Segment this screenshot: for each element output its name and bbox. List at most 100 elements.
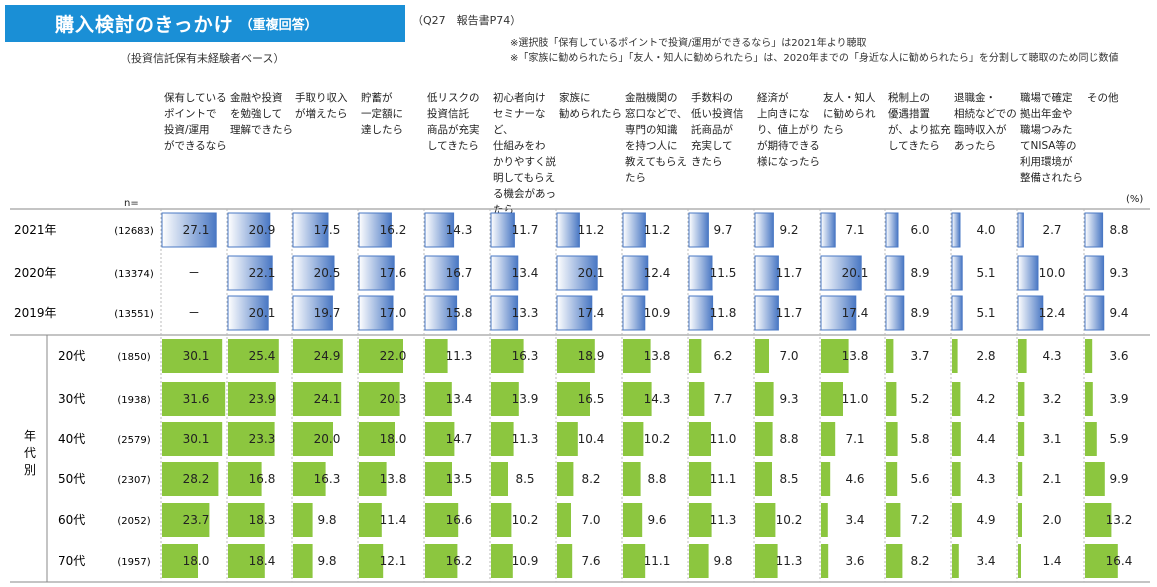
data-label: 31.6 <box>183 392 210 406</box>
data-label: 9.8 <box>317 513 336 527</box>
bar <box>359 382 400 416</box>
row-label: 2019年 <box>14 306 57 320</box>
row-label: 20代 <box>58 349 85 363</box>
data-label: 25.4 <box>249 349 276 363</box>
row-n: (2307) <box>117 475 150 486</box>
missing-cell: － <box>188 306 200 320</box>
bar <box>425 544 458 578</box>
data-label: 10.4 <box>578 432 605 446</box>
group-label-char: 別 <box>24 463 36 477</box>
column-header: 税制上の 優遇措置 が、より拡充 してきたら <box>888 92 951 152</box>
bar <box>359 422 395 456</box>
data-label: 17.0 <box>380 306 407 320</box>
bar <box>293 462 326 496</box>
data-label: 4.0 <box>976 223 995 237</box>
bar <box>228 462 262 496</box>
bar <box>293 382 342 416</box>
data-label: 2.0 <box>1042 513 1061 527</box>
data-label: 18.3 <box>249 513 276 527</box>
bar <box>623 544 646 578</box>
data-label: 5.1 <box>976 266 995 280</box>
bar <box>162 544 198 578</box>
data-label: 23.9 <box>249 392 276 406</box>
data-label: 13.9 <box>512 392 539 406</box>
data-label: 12.4 <box>644 266 671 280</box>
bar <box>821 462 831 496</box>
bar <box>1085 422 1097 456</box>
data-label: 24.9 <box>314 349 341 363</box>
bar <box>424 212 455 248</box>
column-header: 友人・知人 に勧められ たら <box>823 92 876 136</box>
data-label: 14.3 <box>644 392 671 406</box>
bar <box>886 339 894 373</box>
bar <box>359 503 382 537</box>
data-label: 30.1 <box>183 432 210 446</box>
bar <box>689 339 702 373</box>
data-label: 11.4 <box>380 513 407 527</box>
missing-cell: － <box>188 266 200 280</box>
bar <box>622 212 646 248</box>
data-label: 4.6 <box>845 472 864 486</box>
data-label: 11.2 <box>644 223 671 237</box>
bar <box>754 255 779 291</box>
bar <box>162 422 223 456</box>
data-label: 9.3 <box>779 392 798 406</box>
bar <box>755 339 769 373</box>
data-label: 8.5 <box>515 472 534 486</box>
bar <box>162 382 226 416</box>
bar <box>952 422 961 456</box>
data-label: 2.7 <box>1042 223 1061 237</box>
data-label: 10.0 <box>1039 266 1066 280</box>
bar <box>623 503 643 537</box>
data-label: 3.7 <box>910 349 929 363</box>
bar <box>1084 295 1105 331</box>
data-label: 7.1 <box>845 223 864 237</box>
data-label: 1.4 <box>1042 554 1061 568</box>
unit-label: (%) <box>1126 194 1144 205</box>
data-label: 13.2 <box>1106 513 1133 527</box>
data-label: 6.0 <box>910 223 929 237</box>
bar <box>293 422 333 456</box>
bar <box>359 339 403 373</box>
bar <box>292 255 335 291</box>
bar <box>293 503 313 537</box>
bar <box>1084 212 1104 248</box>
bar <box>491 382 519 416</box>
bar <box>161 212 217 248</box>
data-label: 3.2 <box>1042 392 1061 406</box>
bar <box>228 422 275 456</box>
bar <box>886 544 903 578</box>
row-n: (2579) <box>117 435 150 446</box>
data-label: 20.0 <box>314 432 341 446</box>
data-label: 8.8 <box>1109 223 1128 237</box>
row-n: (2052) <box>117 516 150 527</box>
bar <box>820 212 836 248</box>
bar <box>424 255 459 291</box>
data-label: 9.4 <box>1109 306 1128 320</box>
data-label: 18.4 <box>249 554 276 568</box>
bar <box>293 339 343 373</box>
title-sub: （重複回答） <box>239 18 318 33</box>
bar <box>689 422 711 456</box>
bar <box>557 503 571 537</box>
data-label: 16.8 <box>249 472 276 486</box>
bar <box>1018 544 1021 578</box>
bar <box>886 382 897 416</box>
data-label: 23.3 <box>249 432 276 446</box>
bar <box>689 462 712 496</box>
column-header: 保有している ポイントで 投資/運用 ができるなら <box>164 92 227 152</box>
bar <box>689 544 709 578</box>
bar <box>951 295 963 331</box>
data-label: 20.1 <box>578 266 605 280</box>
bar <box>622 295 646 331</box>
bar <box>162 462 219 496</box>
note-1: ※選択肢「保有しているポイントで投資/運用ができるなら」は2021年より聴取 <box>510 38 867 49</box>
data-label: 13.3 <box>512 306 539 320</box>
data-label: 9.7 <box>713 223 732 237</box>
data-label: 18.0 <box>183 554 210 568</box>
data-label: 28.2 <box>183 472 210 486</box>
column-header: 金融や投資 を勉強して 理解できたら <box>230 92 293 136</box>
data-label: 5.2 <box>910 392 929 406</box>
bar <box>228 339 279 373</box>
